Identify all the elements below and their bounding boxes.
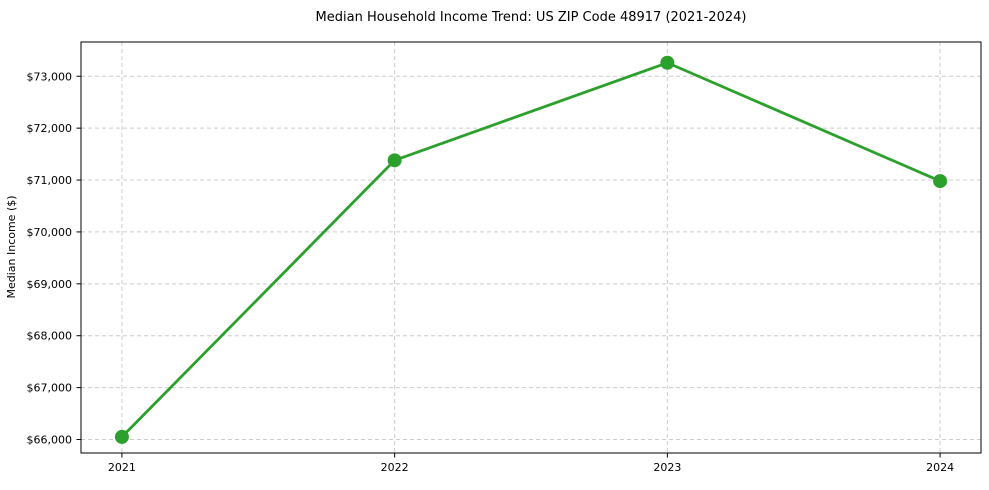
y-tick-label: $68,000 <box>27 330 73 343</box>
y-tick-label: $70,000 <box>27 226 73 239</box>
y-tick-label: $67,000 <box>27 382 73 395</box>
data-point-marker <box>114 429 129 444</box>
y-tick-label: $71,000 <box>27 174 73 187</box>
gridlines <box>81 42 981 453</box>
y-tick-label: $66,000 <box>27 434 73 447</box>
data-point-marker <box>660 55 675 70</box>
x-tick-label: 2024 <box>926 461 954 474</box>
plot-border <box>80 41 982 454</box>
data-point-marker <box>933 174 948 189</box>
trend-line <box>120 61 942 439</box>
data-series <box>114 55 948 444</box>
chart-title: Median Household Income Trend: US ZIP Co… <box>316 10 747 25</box>
y-tick-label: $72,000 <box>27 122 73 135</box>
x-tick-label: 2022 <box>381 461 409 474</box>
data-point-marker <box>387 153 402 168</box>
x-tick-label: 2023 <box>653 461 681 474</box>
y-tick-label: $73,000 <box>27 70 73 83</box>
x-tick-label: 2021 <box>108 461 136 474</box>
axes: 2021 2022 2023 2024 $66,000 $67,000 $68,000 $69… <box>27 41 982 474</box>
y-axis-label: Median Income ($) <box>5 195 18 298</box>
y-tick-label: $69,000 <box>27 278 73 291</box>
